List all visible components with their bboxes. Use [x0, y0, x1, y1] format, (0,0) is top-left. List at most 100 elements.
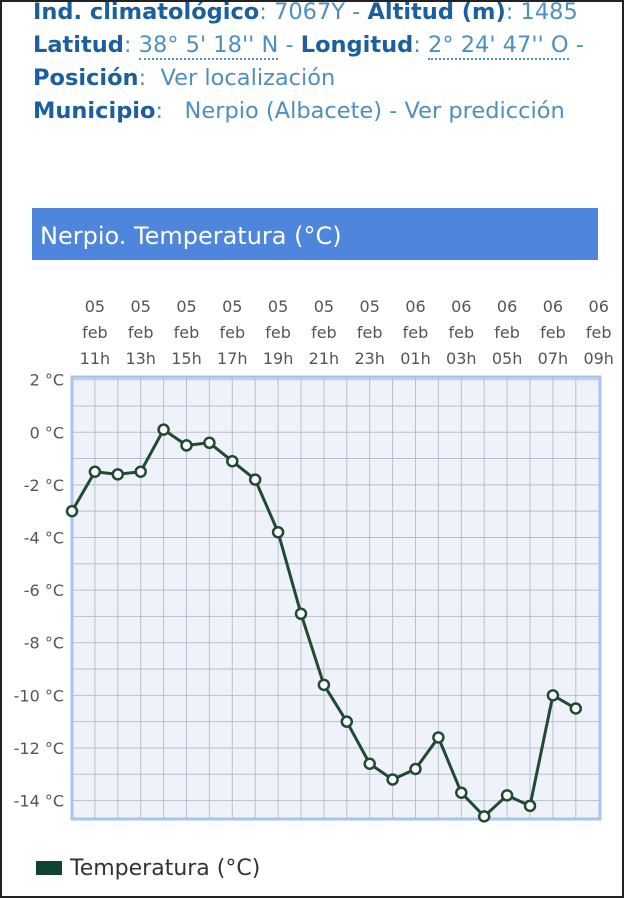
temperature-series-points [65, 423, 583, 823]
x-tick-label: 17h [217, 349, 248, 368]
x-tick-label: feb [82, 323, 108, 342]
position-label: Posición [33, 65, 139, 91]
legend[interactable]: Temperatura (°C) [36, 848, 260, 888]
temperature-data-point [523, 799, 537, 813]
climate-index-label: Ind. climatológico [33, 0, 260, 25]
x-tick-label: feb [311, 323, 337, 342]
x-tick-label: 09h [583, 349, 614, 368]
x-tick-label: feb [265, 323, 291, 342]
temperature-data-point [477, 810, 491, 823]
colon: : [155, 98, 164, 124]
x-tick-label: feb [448, 323, 474, 342]
x-tick-label: 03h [446, 349, 477, 368]
x-tick-label: 05h [492, 349, 523, 368]
x-tick-label: 05 [222, 297, 242, 316]
x-tick-label: 05 [131, 297, 151, 316]
station-info: Ind. climatológico: 7067Y - Altitud (m):… [33, 0, 614, 128]
temperature-data-point [500, 789, 514, 802]
y-tick-label: -12 °C [14, 739, 64, 758]
x-tick-label: feb [128, 323, 154, 342]
legend-swatch [36, 861, 62, 875]
coordinates-row: Latitud: 38° 5' 18'' N - Longitud: 2° 24… [33, 29, 614, 62]
temperature-data-point [409, 762, 422, 776]
x-tick-label: feb [174, 323, 200, 342]
x-tick-label: 06 [589, 297, 609, 316]
x-tick-label: 06 [543, 297, 563, 316]
temperature-data-point [157, 423, 170, 436]
y-tick-label: -10 °C [14, 686, 64, 705]
y-tick-label: 2 °C [30, 371, 64, 390]
x-tick-label: feb [219, 323, 245, 342]
x-tick-label: 11h [80, 349, 111, 368]
x-tick-label: 13h [125, 349, 156, 368]
temperature-data-point [271, 525, 285, 539]
municipality-value[interactable]: Nerpio (Albacete) - [184, 98, 398, 124]
y-tick-label: -2 °C [24, 476, 64, 495]
climate-index-value: 7067Y - [274, 0, 361, 25]
temperature-data-point [363, 757, 376, 770]
position-row: Posición: Ver localización [33, 62, 614, 95]
x-tick-label: feb [357, 323, 383, 342]
separator: - [285, 32, 294, 58]
temperature-data-point [134, 465, 147, 478]
x-tick-label: feb [540, 323, 566, 342]
x-tick-label: 01h [400, 349, 431, 368]
temperature-data-point [455, 786, 468, 799]
colon: : [123, 32, 132, 58]
temperature-data-point [88, 465, 102, 478]
y-tick-label: 0 °C [30, 423, 64, 442]
altitude-value: 1485 [520, 0, 578, 25]
x-tick-label: 07h [538, 349, 569, 368]
y-tick-label: -4 °C [24, 528, 64, 547]
longitude-value[interactable]: 2° 24' 47'' O [428, 32, 569, 60]
forecast-link[interactable]: Ver predicción [404, 98, 565, 124]
altitude-label: Altitud (m) [367, 0, 506, 25]
x-axis-labels: 05 feb 11h 05 feb 13h 05 feb 15h 05 feb 17h 05 feb 19h… [80, 297, 614, 368]
temperature-data-point [248, 473, 262, 486]
x-tick-label: 05 [85, 297, 105, 316]
x-tick-label: 19h [263, 349, 294, 368]
temperature-data-point [294, 607, 308, 621]
temperature-data-point [546, 689, 560, 702]
colon: : [138, 65, 147, 91]
y-tick-label: -6 °C [24, 581, 64, 600]
temperature-data-point [65, 504, 79, 518]
climate-index-row: Ind. climatológico: 7067Y - Altitud (m):… [33, 0, 614, 29]
colon: : [505, 0, 514, 25]
latitude-label: Latitud [33, 32, 124, 58]
temperature-data-point [386, 773, 399, 786]
x-tick-label: 06 [451, 297, 471, 316]
x-tick-label: 05 [360, 297, 380, 316]
x-tick-label: feb [494, 323, 520, 342]
temperature-data-point [340, 715, 354, 728]
chart-title: Nerpio. Temperatura (°C) [32, 208, 598, 260]
x-tick-label: 05 [176, 297, 196, 316]
x-tick-label: 05 [268, 297, 288, 316]
grid-lines [72, 377, 600, 819]
x-tick-label: 06 [497, 297, 517, 316]
temperature-data-point [432, 731, 445, 744]
y-tick-label: -14 °C [14, 792, 64, 811]
location-link[interactable]: Ver localización [160, 65, 336, 91]
y-tick-label: -8 °C [24, 634, 64, 653]
longitude-label: Longitud [300, 32, 414, 58]
temperature-data-point [180, 439, 193, 452]
temperature-data-point [203, 436, 216, 450]
y-axis-labels: 2 °C 0 °C -2 °C -4 °C -6 °C -8 °C -10 °C -12 °C… [14, 371, 64, 811]
plot-area [70, 375, 602, 821]
x-tick-label: 15h [171, 349, 202, 368]
temperature-data-point [111, 468, 125, 481]
x-tick-label: feb [403, 323, 429, 342]
temperature-data-point [226, 454, 239, 468]
temperature-data-point [317, 678, 331, 692]
separator: - [575, 32, 584, 58]
x-tick-label: 05 [314, 297, 334, 316]
latitude-value[interactable]: 38° 5' 18'' N [138, 32, 279, 60]
x-tick-label: 23h [354, 349, 385, 368]
municipality-row: Municipio: Nerpio (Albacete) - Ver predi… [33, 95, 614, 128]
x-tick-label: feb [586, 323, 612, 342]
municipality-label: Municipio [33, 98, 156, 124]
temperature-data-point [569, 702, 583, 715]
